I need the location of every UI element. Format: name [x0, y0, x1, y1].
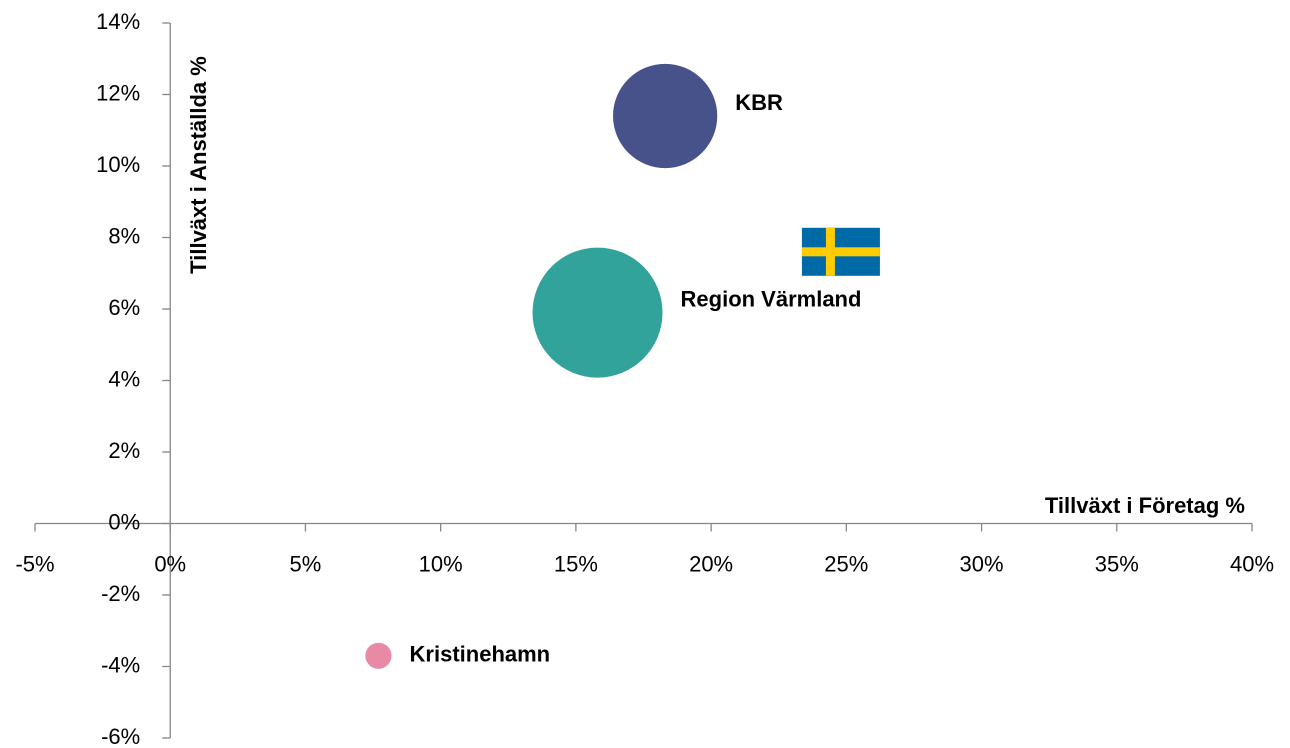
- x-tick-label: 35%: [1095, 551, 1139, 576]
- x-tick-label: 5%: [290, 551, 322, 576]
- y-tick-label: 14%: [96, 9, 140, 34]
- y-tick-label: 6%: [108, 295, 140, 320]
- x-tick-label: 0%: [154, 551, 186, 576]
- y-tick-label: 12%: [96, 80, 140, 105]
- bubble: [365, 642, 392, 669]
- x-axis-label: Tillväxt i Företag %: [1045, 493, 1245, 518]
- x-tick-label: 10%: [419, 551, 463, 576]
- y-tick-label: 4%: [108, 366, 140, 391]
- y-tick-label: 8%: [108, 223, 140, 248]
- x-tick-label: -5%: [15, 551, 54, 576]
- y-tick-label: 10%: [96, 152, 140, 177]
- flag-part: [801, 247, 880, 257]
- x-tick-label: 40%: [1230, 551, 1274, 576]
- bubble-label: Kristinehamn: [410, 642, 551, 667]
- y-tick-label: -2%: [101, 581, 140, 606]
- y-tick-label: 0%: [108, 509, 140, 534]
- x-tick-label: 15%: [554, 551, 598, 576]
- x-tick-label: 20%: [689, 551, 733, 576]
- bubble-label: KBR: [735, 90, 783, 115]
- bubble: [532, 247, 663, 378]
- y-tick-label: -6%: [101, 724, 140, 748]
- bubble-label: Region Värmland: [681, 286, 862, 311]
- y-tick-label: 2%: [108, 438, 140, 463]
- x-tick-label: 30%: [960, 551, 1004, 576]
- bubble: [613, 63, 718, 169]
- y-axis-label: Tillväxt i Anställda %: [186, 56, 211, 274]
- x-tick-label: 25%: [824, 551, 868, 576]
- flag-marker: [801, 227, 880, 276]
- y-tick-label: -4%: [101, 652, 140, 677]
